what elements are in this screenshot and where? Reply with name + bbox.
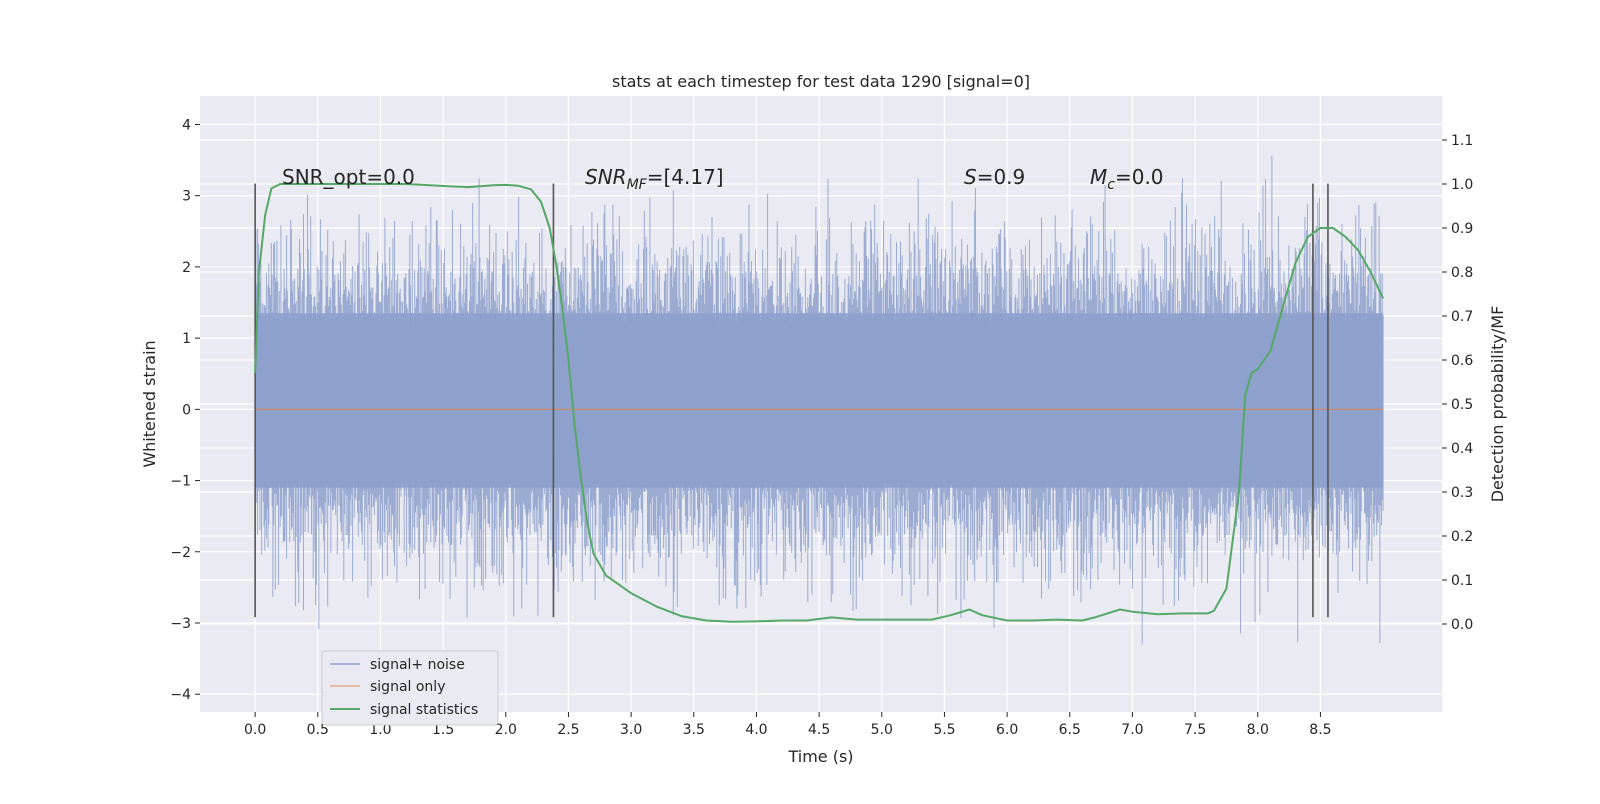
x-tick-label: 3.5	[683, 722, 705, 738]
y-right-tick-label: 0.7	[1451, 309, 1473, 325]
legend: signal+ noise signal only signal statist…	[321, 650, 499, 726]
y-left-tick-label: 4	[182, 117, 191, 133]
y-left-tick-label: 2	[182, 260, 191, 276]
annotation-snr-opt: SNR_opt=0.0	[282, 165, 415, 189]
y-left-tick-label: 0	[182, 402, 191, 418]
x-tick-label: 1.5	[432, 722, 454, 738]
y-left-tick-label: −4	[170, 687, 191, 703]
y-left-tick-label: 1	[182, 331, 191, 347]
vertical-markers	[254, 183, 1329, 618]
x-tick-label: 7.0	[1121, 722, 1143, 738]
series-signal-plus-noise	[254, 155, 1384, 645]
x-tick-label: 4.5	[808, 722, 830, 738]
legend-label-signal-statistics: signal statistics	[370, 702, 478, 718]
y-left-tick-label: 3	[182, 189, 191, 205]
y-right-tick-label: 0.0	[1451, 617, 1473, 633]
x-axis-label: Time (s)	[787, 747, 853, 766]
legend-label-signal-only: signal only	[370, 679, 445, 695]
x-tick-label: 0.0	[244, 722, 266, 738]
y-right-tick-label: 0.1	[1451, 573, 1473, 589]
annotation-mc: Mc=0.0	[1090, 165, 1164, 193]
y-left-tick-label: −3	[170, 616, 191, 632]
x-tick-label: 1.0	[369, 722, 391, 738]
x-tick-label: 8.5	[1309, 722, 1331, 738]
y-right-tick-label: 0.8	[1451, 265, 1473, 281]
x-tick-label: 2.0	[495, 722, 517, 738]
y-left-axis-ticks: −4 −3 −2 −1 0 1 2 3 4	[170, 117, 200, 703]
annotation-s: S=0.9	[964, 165, 1025, 189]
legend-label-signal-plus-noise: signal+ noise	[370, 657, 465, 673]
y-right-tick-label: 0.6	[1451, 353, 1473, 369]
x-tick-label: 5.5	[933, 722, 955, 738]
y-right-tick-label: 0.4	[1451, 441, 1473, 457]
y-right-tick-label: 0.5	[1451, 397, 1473, 413]
x-tick-label: 6.5	[1059, 722, 1081, 738]
annotation-snr-mf: SNRMF=[4.17]	[585, 165, 724, 193]
y-right-axis-label: Detection probability/MF	[1488, 306, 1507, 503]
y-right-axis-ticks: 0.0 0.1 0.2 0.3 0.4 0.5 0.6 0.7 0.8 0.9 1.0 1.1	[1442, 133, 1473, 633]
chart-title: stats at each timestep for test data 129…	[612, 72, 1030, 91]
x-tick-label: 2.5	[557, 722, 579, 738]
y-right-tick-label: 0.9	[1451, 221, 1473, 237]
x-tick-label: 0.5	[307, 722, 329, 738]
x-axis-ticks: 0.0 0.5 1.0 1.5 2.0 2.5 3.0 3.5 4.0 4.5 5.0 5.5 6.0 6…	[244, 712, 1332, 738]
x-tick-label: 3.0	[620, 722, 642, 738]
y-right-tick-label: 0.3	[1451, 485, 1473, 501]
y-left-axis-label: Whitened strain	[140, 340, 159, 467]
signal-statistics-line	[254, 183, 1385, 623]
y-right-tick-label: 1.1	[1451, 133, 1473, 149]
x-tick-label: 4.0	[745, 722, 767, 738]
y-left-tick-label: −1	[170, 474, 191, 490]
x-tick-label: 6.0	[996, 722, 1018, 738]
x-tick-label: 5.0	[871, 722, 893, 738]
y-right-tick-label: 1.0	[1451, 177, 1473, 193]
y-right-tick-label: 0.2	[1451, 529, 1473, 545]
x-tick-label: 8.0	[1247, 722, 1269, 738]
y-left-tick-label: −2	[170, 545, 191, 561]
series-signal-statistics	[254, 183, 1385, 623]
x-tick-label: 7.5	[1184, 722, 1206, 738]
legend-box	[321, 650, 499, 726]
